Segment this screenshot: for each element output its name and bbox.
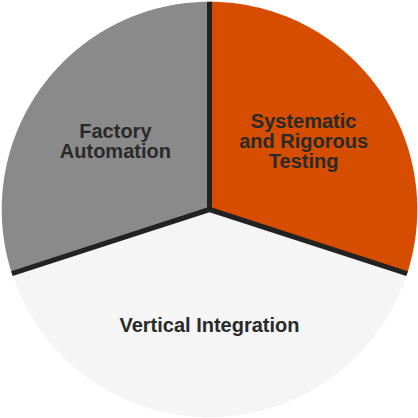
svg-text:Systematicand RigorousTesting: Systematicand RigorousTesting bbox=[239, 110, 368, 172]
svg-text:Vertical Integration: Vertical Integration bbox=[119, 314, 299, 336]
svg-text:FactoryAutomation: FactoryAutomation bbox=[60, 120, 171, 162]
